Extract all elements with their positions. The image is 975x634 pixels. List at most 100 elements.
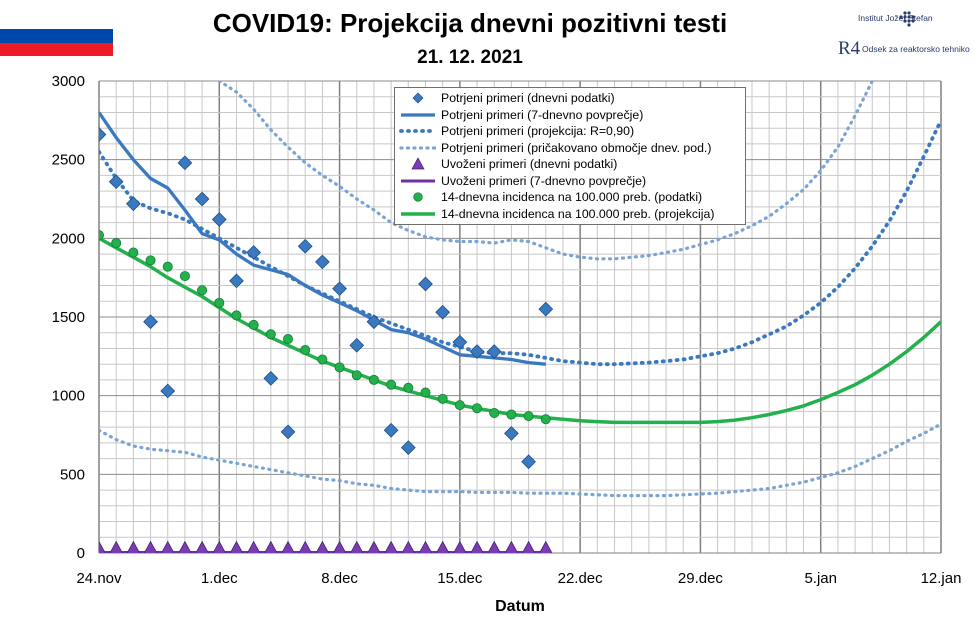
legend-item-incidence-projection: 14-dnevna incidenca na 100.000 preb. (pr… [395, 206, 745, 222]
incidence-point [231, 310, 242, 321]
daily-case-point [99, 127, 107, 142]
daily-case-point [332, 281, 347, 297]
daily-case-point [297, 238, 313, 254]
expected-range-upper-line [217, 81, 874, 261]
chart-legend: Potrjeni primeri (dnevni podatki) Potrjen… [394, 87, 746, 225]
legend-item-projection: Potrjeni primeri (projekcija: R=0,90) [395, 123, 745, 139]
legend-label: Potrjeni primeri (pričakovano območje dn… [441, 140, 712, 155]
x-tick-label: 1.dec [201, 570, 238, 587]
y-tick-label: 500 [60, 466, 85, 483]
legend-item-daily-cases: Potrjeni primeri (dnevni podatki) [395, 90, 745, 106]
incidence-point [540, 414, 551, 425]
incidence-point [265, 329, 276, 340]
legend-item-expected-range: Potrjeni primeri (pričakovano območje dn… [395, 140, 745, 156]
imported-case-point [264, 540, 278, 553]
r4-logo-text: Odsek za reaktorsko tehniko [862, 44, 970, 54]
imported-case-point [436, 540, 450, 553]
daily-case-point [211, 212, 227, 227]
legend-marker-icon [399, 129, 437, 133]
incidence-point [128, 247, 139, 258]
imported-case-point [178, 540, 192, 553]
imported-case-point [126, 540, 141, 553]
daily-case-point [400, 440, 416, 455]
imported-case-point [109, 540, 123, 553]
legend-label: 14-dnevna incidenca na 100.000 preb. (pr… [441, 206, 715, 221]
legend-item-seven-day-average: Potrjeni primeri (7-dnevno povprečje) [395, 107, 745, 123]
incidence-point [472, 403, 483, 414]
imported-case-point [539, 540, 553, 553]
flag-white-stripe [0, 16, 113, 30]
legend-label: Potrjeni primeri (projekcija: R=0,90) [441, 124, 635, 138]
incidence-point [454, 400, 465, 411]
chart-title: COVID19: Projekcija dnevni pozitivni tes… [212, 8, 728, 38]
flag-blue-stripe [0, 29, 113, 43]
x-tick-label: 8.dec [321, 570, 358, 587]
incidence-point [368, 374, 379, 385]
incidence-point [179, 271, 190, 282]
imported-case-point [418, 540, 433, 553]
x-tick-label: 5.jan [804, 570, 837, 587]
legend-marker-icon [399, 145, 437, 150]
incidence-point [300, 345, 311, 356]
legend-marker-icon [411, 157, 425, 170]
daily-case-point [229, 273, 244, 289]
daily-case-point [486, 344, 502, 359]
imported-case-point [367, 540, 381, 553]
legend-marker-icon [401, 211, 435, 216]
x-tick-label: 24.nov [76, 570, 122, 587]
daily-case-point [504, 426, 519, 441]
imported-case-point [281, 540, 295, 553]
imported-case-point [401, 540, 415, 553]
imported-case-point [161, 540, 175, 553]
incidence-point [523, 411, 534, 422]
daily-case-point [383, 422, 399, 438]
legend-label: Potrjeni primeri (7-dnevno povprečje) [441, 107, 644, 122]
legend-marker-icon [412, 92, 424, 104]
imported-case-point [487, 540, 501, 553]
daily-case-point [126, 196, 141, 212]
incidence-point [386, 379, 397, 390]
x-tick-label: 22.dec [558, 570, 604, 587]
daily-case-point [108, 174, 124, 190]
ijs-logo-icon [899, 11, 915, 27]
y-tick-label: 1500 [52, 309, 85, 326]
legend-label: 14-dnevna incidenca na 100.000 preb. (po… [441, 190, 703, 204]
incidence-point [145, 255, 156, 266]
daily-case-point [469, 344, 485, 359]
seven-day-average-line [99, 111, 546, 366]
projection-line [99, 118, 941, 367]
daily-case-point [246, 245, 262, 260]
plot-area [99, 81, 941, 553]
daily-case-point [177, 155, 193, 171]
incidence-point [351, 370, 362, 381]
incidence-point [489, 407, 500, 418]
legend-label: Uvoženi primeri (dnevni podatki) [441, 157, 618, 171]
flag-red-stripe [0, 42, 113, 56]
y-tick-label: 2000 [52, 230, 85, 247]
chart-date: 21. 12. 2021 [417, 47, 523, 68]
daily-case-point [349, 337, 365, 353]
imported-case-point [143, 540, 158, 553]
imported-case-point [229, 540, 244, 553]
daily-case-point [538, 301, 554, 317]
imported-case-point [384, 540, 398, 553]
legend-label: Uvoženi primeri (7-dnevno povprečje) [441, 173, 647, 188]
legend-item-incidence-data: 14-dnevna incidenca na 100.000 preb. (po… [395, 189, 745, 205]
daily-case-point [418, 276, 433, 292]
incidence-point [99, 230, 104, 241]
r4-logo-icon: R4 [838, 38, 861, 59]
incidence-point [162, 261, 173, 272]
daily-case-point [315, 254, 330, 270]
incidence-point [197, 285, 208, 296]
slovenia-flag [0, 16, 113, 56]
imported-case-point [504, 540, 519, 553]
daily-case-point [194, 191, 210, 207]
daily-case-point [263, 370, 279, 386]
y-tick-label: 0 [77, 545, 85, 562]
expected-range-lower-line [99, 422, 941, 498]
x-tick-label: 12.jan [921, 570, 962, 587]
incidence-point [214, 297, 225, 308]
imported-case-point [332, 540, 347, 553]
imported-case-point [195, 540, 209, 553]
incidence-point [248, 319, 259, 330]
